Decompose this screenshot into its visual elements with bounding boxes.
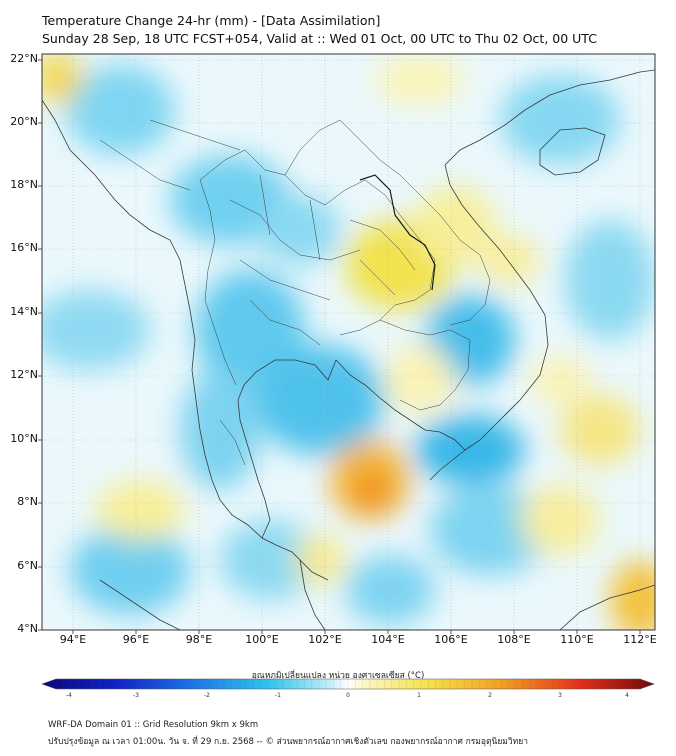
lat-label: 4°N <box>17 622 38 635</box>
colorbar-tick: 3 <box>558 692 562 699</box>
lon-label: 112°E <box>623 633 657 646</box>
colorbar-title: อุณหภูมิเปลี่ยนแปลง หน่วย องศาเซลเซียส (… <box>251 671 425 681</box>
footer-grid-info: WRF-DA Domain 01 :: Grid Resolution 9km … <box>48 720 259 730</box>
lon-label: 106°E <box>434 633 468 646</box>
map-title: Temperature Change 24-hr (mm) - [Data As… <box>42 13 381 28</box>
lat-label: 8°N <box>17 495 38 508</box>
coastlines <box>42 69 655 630</box>
colorbar-tick: -3 <box>133 692 139 699</box>
lat-label: 20°N <box>10 115 38 128</box>
colorbar-tick: 4 <box>625 692 629 699</box>
lon-label: 98°E <box>185 633 213 646</box>
lat-label: 6°N <box>17 559 38 572</box>
lon-label: 100°E <box>245 633 279 646</box>
province-borders <box>99 119 491 466</box>
colorbar-tick: -2 <box>204 692 210 699</box>
lat-label: 22°N <box>10 52 38 65</box>
lon-label: 96°E <box>122 633 150 646</box>
lon-label: 104°E <box>371 633 405 646</box>
thailand-border <box>359 174 436 291</box>
temperature-change-map <box>38 53 656 634</box>
map-subtitle: Sunday 28 Sep, 18 UTC FCST+054, Valid at… <box>42 31 597 46</box>
colorbar-tick: 1 <box>417 692 421 699</box>
map-frame <box>41 53 656 631</box>
lon-label: 94°E <box>59 633 87 646</box>
axis-ticks <box>38 59 641 634</box>
colorbar-tick: -1 <box>275 692 281 699</box>
lon-label: 102°E <box>308 633 342 646</box>
lat-label: 18°N <box>10 178 38 191</box>
lat-label: 14°N <box>10 305 38 318</box>
lat-label: 12°N <box>10 368 38 381</box>
colorbar-tick: 2 <box>488 692 492 699</box>
lat-label: 10°N <box>10 432 38 445</box>
graticule <box>42 54 655 630</box>
temperature-field <box>42 54 655 630</box>
lon-label: 108°E <box>497 633 531 646</box>
colorbar-tick: 0 <box>346 692 350 699</box>
lon-label: 110°E <box>560 633 594 646</box>
colorbar-tick: -4 <box>66 692 72 699</box>
footer-credit: ปรับปรุงข้อมูล ณ เวลา 01:00น. วัน จ. ที่… <box>48 737 529 747</box>
lat-label: 16°N <box>10 241 38 254</box>
